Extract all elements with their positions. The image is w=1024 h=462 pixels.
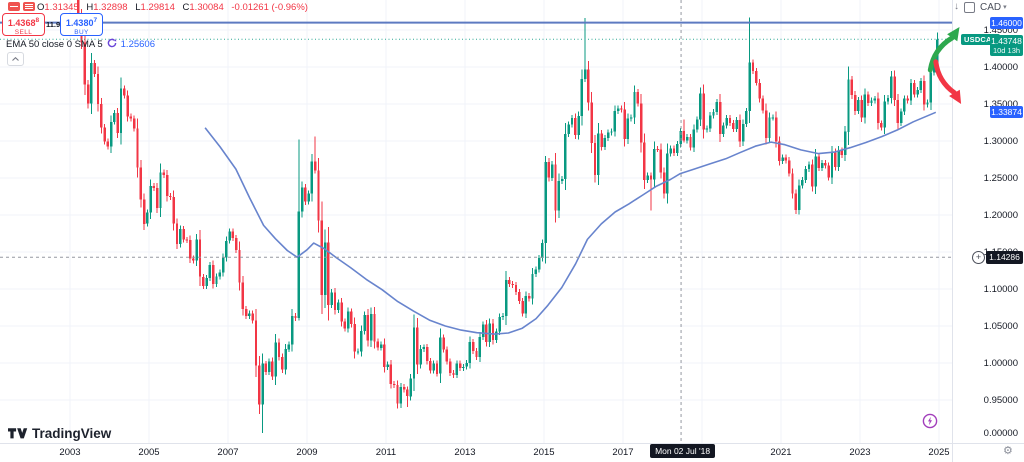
price-tick: 1.45000 <box>983 24 1018 36</box>
price-tick: 0.95000 <box>983 394 1018 406</box>
price-tick: 1.40000 <box>983 61 1018 73</box>
time-tick: 2005 <box>138 447 160 458</box>
currency-selector[interactable]: CAD ▾ <box>980 2 1007 13</box>
download-arrow-icon[interactable]: ↓ <box>954 1 959 12</box>
time-tick: 2025 <box>928 447 950 458</box>
up-arrow-annotation <box>927 35 955 73</box>
panel-menu-icon[interactable] <box>23 2 35 11</box>
down-arrow-annotation <box>933 59 957 96</box>
ohlc-open-label: O <box>37 2 45 13</box>
price-tick: 1.20000 <box>983 209 1018 221</box>
ohlc-high-value: 1.32898 <box>93 2 128 13</box>
price-tick-zero: 0.00000 <box>983 428 1018 439</box>
ohlc-open-value: 1.31345 <box>44 2 79 13</box>
crosshair-price-badge: 1.14286 <box>986 250 1023 264</box>
time-tick: 2015 <box>533 447 555 458</box>
restore-window-icon[interactable] <box>964 1 975 13</box>
price-tick: 1.05000 <box>983 320 1018 332</box>
current-price-value: 1.43748 <box>991 36 1022 47</box>
currency-selector-value: CAD <box>980 1 1002 13</box>
ohlc-readout: O1.31345 H1.32898 L1.29814 C1.30084 -0.0… <box>37 2 308 13</box>
time-tick: 2013 <box>454 447 476 458</box>
tradingview-logo-text: TradingView <box>32 426 112 441</box>
time-tick: 2007 <box>217 447 239 458</box>
time-tick: 2017 <box>612 447 634 458</box>
buy-price-fraction: 7 <box>93 17 98 24</box>
ema-line <box>204 111 937 335</box>
sell-label: SELL <box>14 29 33 36</box>
scale-settings-gear-icon[interactable]: ⚙ <box>1003 445 1013 457</box>
chart-panel-controls <box>8 2 35 11</box>
time-tick: 2021 <box>770 447 792 458</box>
candles <box>77 0 939 433</box>
ohlc-low-label: L <box>135 2 141 13</box>
price-tick: 1.10000 <box>983 283 1018 295</box>
sell-price-fraction: 8 <box>35 17 40 24</box>
buy-label: BUY <box>74 29 89 36</box>
buy-button[interactable]: 1.43807 BUY <box>60 13 103 36</box>
ema-legend[interactable]: EMA 50 close 0 SMA 5 1.25606 <box>6 38 155 51</box>
price-tick: 1.35000 <box>983 98 1018 110</box>
ohlc-change-value: -0.01261 (-0.96%) <box>231 2 308 13</box>
chevron-up-icon <box>12 57 19 61</box>
price-tick: 1.30000 <box>983 135 1018 147</box>
ema-value-badge: 1.33874 <box>990 106 1023 119</box>
current-price-badge: 1.43748 10d 13h <box>990 35 1023 57</box>
time-tick: 2023 <box>849 447 871 458</box>
spread-value: 11.9 <box>46 20 61 29</box>
time-tick: 2011 <box>375 447 397 458</box>
boost-lightning-icon[interactable] <box>922 413 938 429</box>
symbol-pill: USDCAD <box>961 34 1001 46</box>
tradingview-logo[interactable]: TradingView <box>8 426 111 441</box>
ohlc-high-label: H <box>86 2 94 13</box>
time-tick: 2003 <box>59 447 81 458</box>
tv-logo-icon <box>8 428 28 439</box>
ema-legend-text: EMA 50 close 0 SMA 5 <box>6 39 103 50</box>
price-line-badge[interactable]: 1.46000 <box>990 16 1023 29</box>
ohlc-close-label: C <box>182 2 190 13</box>
crosshair-time-badge: Mon 02 Jul '18 <box>650 444 716 458</box>
collapse-legend-button[interactable] <box>7 52 24 66</box>
loading-spinner-icon <box>107 38 117 51</box>
buy-price: 1.4380 <box>65 18 94 28</box>
sell-price: 1.4368 <box>7 18 36 28</box>
time-tick: 2009 <box>296 447 318 458</box>
ohlc-close-value: 1.30084 <box>189 2 224 13</box>
ohlc-low-value: 1.29814 <box>140 2 175 13</box>
add-alert-plus-icon[interactable]: + <box>972 250 985 264</box>
panel-minus-icon[interactable] <box>8 2 20 11</box>
price-tick: 1.00000 <box>983 357 1018 369</box>
price-tick: 1.25000 <box>983 172 1018 184</box>
sell-button[interactable]: 1.43688 SELL <box>2 13 45 36</box>
chevron-down-icon: ▾ <box>1003 4 1007 11</box>
ema-legend-value: 1.25606 <box>120 39 155 50</box>
bar-countdown: 10d 13h <box>992 46 1021 56</box>
scale-controls: ↓ CAD ▾ <box>954 1 1007 13</box>
